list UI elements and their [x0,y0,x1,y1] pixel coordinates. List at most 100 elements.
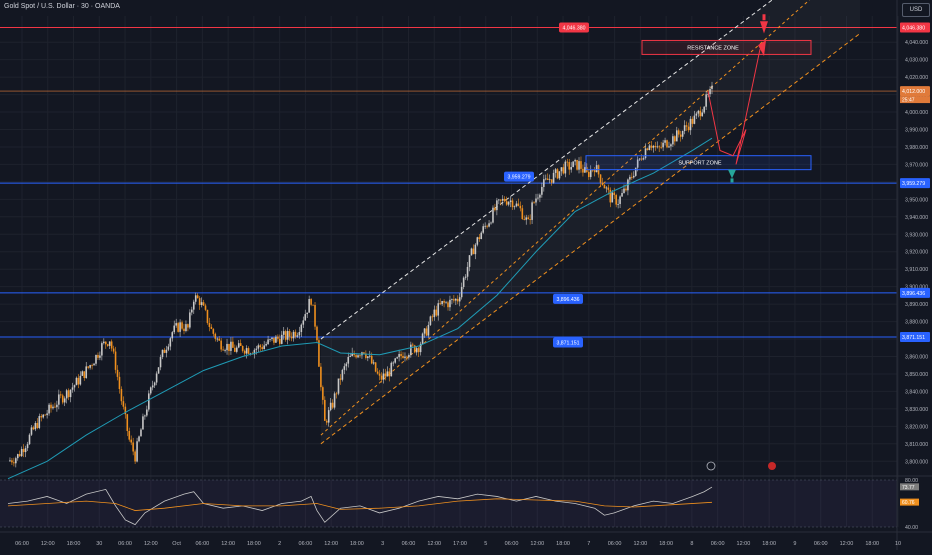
rsi-tick-label: 40.00 [905,525,918,531]
candle-body [73,385,76,388]
candle-body [648,145,651,151]
candle-body [539,194,541,198]
candle-body [484,225,486,227]
candle-body [634,167,637,176]
time-tick-label: 12:00 [427,541,441,547]
candle-body [192,301,195,310]
candle-body [705,94,707,107]
candle-body [652,145,655,148]
price-tick-label: 3,910.000 [905,267,928,273]
candle-body [132,442,134,452]
candle-body [146,409,148,416]
candle-body [437,303,440,316]
rsi-value-tag [900,483,919,491]
candle-body [210,326,213,329]
candle-body [404,356,406,358]
price-axis-tag [900,332,930,343]
candle-body [376,371,379,374]
time-tick-label: 12:00 [324,541,338,547]
candle-body [646,148,649,151]
candle-body [558,171,561,179]
candle-body [672,136,674,145]
candle-body [196,295,199,299]
candle-body [584,167,586,173]
candle-body [642,158,645,160]
candle-body [425,328,428,336]
price-tick-label: 3,840.000 [905,389,928,395]
candle-body [79,375,82,385]
candle-body [400,354,402,356]
candle-body [97,354,99,358]
candle-body [605,187,608,189]
candle-body [300,324,303,333]
candle-body [433,309,436,318]
candle-body [228,343,230,351]
candle-body [636,159,639,168]
level-tag [504,171,534,182]
time-tick-label: 12:00 [530,541,544,547]
candle-body [419,343,422,353]
countdown-tag [900,96,930,104]
price-axis-tag-text: 3,959.279 [902,181,925,187]
candle-body [664,140,666,143]
candle-body [382,373,385,380]
candle-body [206,309,209,323]
candle-body [462,277,465,287]
candle-body [179,322,181,332]
symbol-title: Gold Spot / U.S. Dollar · 30 · OANDA [4,3,120,10]
level-tag [553,293,583,304]
candle-body [615,195,617,205]
candle-body [22,449,25,453]
candle-body [24,448,27,453]
support-zone-label: SUPPORT ZONE [678,161,722,167]
candle-body [543,179,545,187]
candle-body [247,348,250,354]
candle-body [302,320,305,325]
level-tag [553,337,583,348]
candle-body [61,395,64,403]
candle-body [519,205,522,209]
candle-body [666,140,668,148]
candle-body [149,387,152,394]
candles [9,81,713,468]
candle-body [339,378,342,380]
price-grid [0,16,899,527]
price-tick-label: 4,040.000 [905,40,928,46]
candle-body [181,322,183,329]
candle-body [533,202,535,204]
candle-body [443,301,445,303]
time-tick-label: 06:00 [299,541,313,547]
candle-body [498,199,500,201]
candle-body [368,355,371,357]
time-tick-label: 5 [484,541,487,547]
candle-body [279,338,281,344]
candle-body [556,169,559,179]
candle-body [236,347,238,352]
time-tick-label: 18:00 [659,541,673,547]
candle-body [384,373,387,377]
time-tick-label: 12:00 [144,541,158,547]
zones: RESISTANCE ZONE SUPPORT ZONE [585,39,812,171]
candle-body [550,179,553,183]
candle-body [701,112,704,117]
candle-body [674,136,676,142]
candle-body [310,299,312,305]
candle-body [595,165,598,173]
candle-body [128,431,131,440]
price-tick-label: 3,970.000 [905,162,928,168]
candle-body [629,176,631,180]
currency-button[interactable]: USD [902,3,930,17]
candle-body [277,336,279,339]
candle-body [453,299,455,301]
support-zone [585,155,812,171]
time-tick-label: 17:00 [453,541,467,547]
candle-body [241,345,244,351]
candle-body [482,226,484,233]
candle-body [126,414,129,432]
candle-body [687,126,690,131]
candle-body [99,355,101,358]
level-tag-text: 3,896.436 [556,297,579,303]
time-tick-label: 06:00 [608,541,622,547]
price-tick-label: 3,980.000 [905,145,928,151]
